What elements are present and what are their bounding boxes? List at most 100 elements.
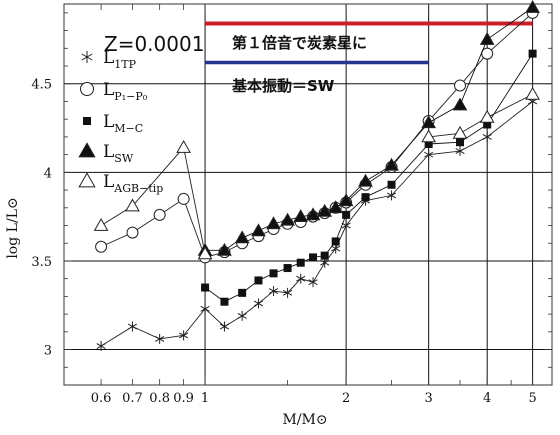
series-point-l-m-c (342, 210, 351, 219)
series-point-l-sw (479, 31, 495, 45)
series-point-l-sw (421, 115, 437, 129)
series-point-l-1tp (253, 298, 264, 309)
y-tick-label: 3 (44, 344, 52, 359)
series-point-l-1tp (96, 341, 106, 352)
series-point-l-sw (358, 173, 373, 187)
series-point-l-1tp (296, 273, 306, 284)
series-point-l-sw (293, 209, 309, 223)
series-point-l-m-c (269, 269, 278, 278)
series-point-l-m-c (483, 120, 492, 129)
series-point-l-m-c (220, 297, 229, 306)
series-point-l-1tp (268, 286, 279, 297)
x-tick-label: 3 (425, 391, 433, 406)
legend-label: L1TP (103, 48, 137, 71)
series-point-l-p1-p0 (454, 79, 467, 92)
series-point-l-m-c (309, 253, 318, 262)
series-point-l-m-c (296, 258, 305, 267)
series-point-l-p1-p0 (95, 240, 108, 253)
series-point-l-1tp (455, 146, 465, 157)
z-label: Z=0.0001 (104, 32, 204, 56)
series-point-l-agb-tip (197, 246, 213, 260)
x-tick-label: 0.7 (122, 391, 143, 406)
legend-label: LAGB−tip (103, 172, 163, 195)
series-line-l-1tp (100, 101, 533, 347)
legend-marker-m-c (83, 117, 91, 125)
x-axis-title: M/M⊙ (282, 412, 327, 428)
y-tick-label: 4.5 (31, 78, 52, 93)
legend-label: LM−C (103, 112, 143, 135)
series-point-l-agb-tip-high (525, 86, 540, 100)
series-line-l-agb-tip-high (428, 93, 533, 138)
series-point-l-m-c (331, 237, 340, 246)
series-point-l-1tp (386, 190, 397, 201)
legend-marker-1tp (81, 51, 93, 63)
legend-marker-agb-tip (78, 172, 96, 188)
series-point-l-m-c (456, 138, 465, 147)
series-point-l-sw (266, 216, 281, 230)
x-tick-label: 0.9 (173, 391, 194, 406)
series-point-l-m-c (238, 288, 247, 297)
series-point-l-sw (338, 193, 354, 207)
series-point-l-m-c (424, 139, 433, 148)
y-axis-title: log L/L⊙ (5, 197, 21, 258)
series-point-l-sw (384, 157, 399, 171)
series-point-l-1tp (127, 321, 138, 332)
series-point-l-sw (328, 200, 344, 214)
series-point-l-1tp (155, 333, 165, 344)
x-tick-label: 0.6 (91, 391, 112, 406)
series-point-l-agb-tip-high (452, 125, 468, 139)
series-point-l-1tp (200, 303, 210, 314)
series-point-l-1tp (219, 321, 230, 332)
series-point-l-m-c (320, 251, 329, 260)
legend-marker-sw (78, 142, 96, 158)
series-point-l-sw (251, 223, 266, 237)
series-point-l-sw (305, 207, 321, 221)
series-point-l-m-c (528, 49, 537, 58)
series-point-l-m-c (387, 180, 396, 189)
x-tick-label: 1 (201, 391, 209, 406)
labels: Z=0.0001 第１倍音で炭素星に 基本振動＝SW M/M⊙ log L/L⊙ (5, 32, 367, 428)
annotation-lines (205, 21, 533, 65)
series-point-l-sw (452, 97, 468, 111)
series-point-l-agb-tip (176, 140, 191, 153)
series-point-l-agb-tip (125, 198, 140, 212)
axes: 3 3.5 4 4.5 0.6 0.7 0.8 0.9 1 2 3 4 5 (31, 3, 553, 406)
x-tick-label: 5 (528, 391, 536, 406)
series-point-l-m-c (254, 276, 263, 285)
series-point-l-p1-p0 (177, 192, 190, 205)
series-point-l-p1-p0 (153, 208, 166, 221)
annotation-red-label: 第１倍音で炭素星に (232, 34, 367, 52)
legend-marker-p-p- (80, 82, 94, 96)
series-point-l-1tp (283, 287, 293, 298)
x-tick-label: 4 (483, 391, 491, 406)
plot-frame (63, 3, 553, 386)
series (93, 0, 540, 352)
series-point-l-1tp (308, 277, 318, 288)
legend-label: LP₁−P₀ (103, 80, 148, 103)
series-point-l-m-c (283, 264, 292, 273)
series-line-l-agb-tip (100, 146, 206, 254)
series-point-l-1tp (179, 330, 189, 341)
series-point-l-1tp (341, 220, 351, 231)
series-point-l-sw (317, 203, 333, 217)
series-point-l-m-c (201, 283, 210, 292)
series-point-l-agb-tip-high (479, 109, 495, 123)
series-point-l-1tp (424, 149, 434, 160)
series-point-l-agb-tip-high (421, 129, 437, 143)
series-point-l-sw (234, 230, 250, 244)
annotation-blue-label: 基本振動＝SW (231, 77, 335, 95)
y-tick-label: 4 (44, 166, 52, 181)
x-tick-label: 2 (342, 391, 350, 406)
y-tick-label: 3.5 (31, 255, 52, 270)
series-point-l-1tp (237, 310, 247, 321)
legend: L1TP LP₁−P₀ LM−C LSW LAGB−tip (78, 48, 163, 195)
series-point-l-sw (280, 212, 295, 226)
series-point-l-agb-tip (93, 218, 109, 231)
series-point-l-sw (525, 0, 540, 13)
series-point-l-sw (217, 242, 232, 256)
series-point-l-p1-p0 (126, 226, 139, 239)
series-point-l-m-c (361, 193, 370, 202)
x-tick-label: 0.8 (149, 391, 170, 406)
series-point-l-1tp (482, 131, 492, 142)
